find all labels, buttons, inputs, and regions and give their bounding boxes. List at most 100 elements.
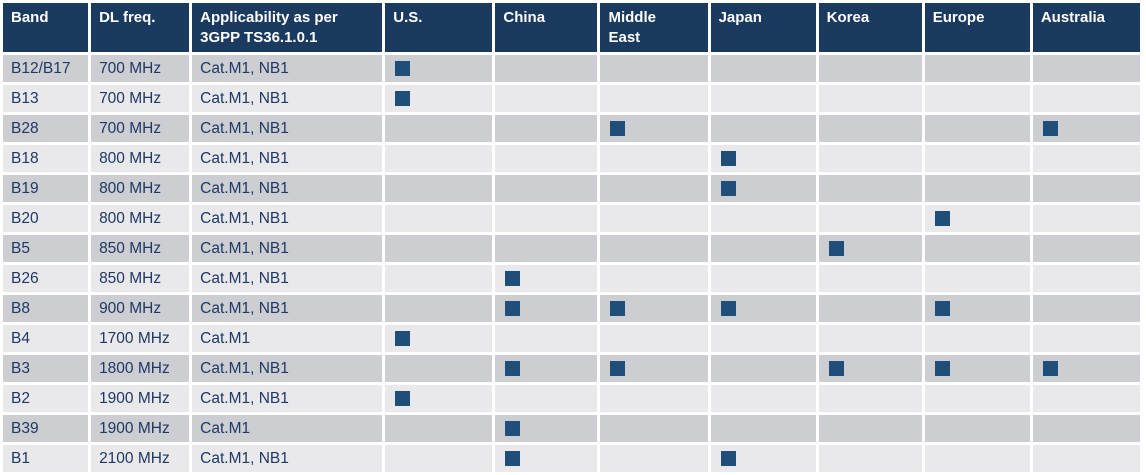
column-header-label: Europe [932,9,985,26]
region-cell-korea [818,85,922,112]
column-header-label: DL freq. [99,9,156,26]
region-cell-japan [710,175,816,202]
applicability-marker-icon [395,90,411,106]
region-cell-australia [1032,415,1140,442]
applicability-marker-icon [934,360,950,376]
region-cell-middle-east [600,85,708,112]
applicability-marker-icon [505,420,521,436]
dl-freq-cell: 800 MHz [91,145,190,172]
column-header-applicability: Applicability as per 3GPP TS36.1.0.1 [192,3,383,52]
region-cell-korea [818,445,922,472]
region-cell-japan [710,85,816,112]
region-cell-japan [710,445,816,472]
region-cell-china [495,385,598,412]
column-header-label: Australia [1040,9,1106,26]
dl-freq-cell: 850 MHz [91,265,190,292]
column-header-label: Applicability as per 3GPP TS36.1.0.1 [200,9,338,46]
column-header-europe: Europe [924,3,1030,52]
region-cell-middle-east [600,445,708,472]
region-cell-europe [924,205,1030,232]
column-header-japan: Japan [710,3,816,52]
dl-freq-cell: 900 MHz [91,295,190,322]
region-cell-middle-east [600,235,708,262]
band-cell: B5 [3,235,89,262]
table-row: B5 850 MHz Cat.M1, NB1 [3,235,1140,262]
region-cell-china [495,235,598,262]
region-cell-middle-east [600,385,708,412]
dl-freq-cell: 800 MHz [91,175,190,202]
region-cell-korea [818,145,922,172]
region-cell-korea [818,265,922,292]
applicability-marker-icon [505,300,521,316]
table-row: B4 1700 MHz Cat.M1 [3,325,1140,352]
applicability-marker-icon [610,300,626,316]
column-header-us: U.S. [385,3,493,52]
column-header-label: Japan [718,9,762,26]
region-cell-us [385,235,493,262]
region-cell-us [385,145,493,172]
region-cell-china [495,85,598,112]
region-cell-korea [818,355,922,382]
column-header-australia: Australia [1032,3,1140,52]
band-cell: B26 [3,265,89,292]
region-cell-china [495,175,598,202]
region-cell-china [495,325,598,352]
region-cell-us [385,205,493,232]
region-cell-middle-east [600,265,708,292]
region-cell-middle-east [600,205,708,232]
column-header-label: U.S. [393,9,423,26]
region-cell-japan [710,115,816,142]
region-cell-us [385,325,493,352]
region-cell-europe [924,355,1030,382]
region-cell-us [385,85,493,112]
dl-freq-cell: 700 MHz [91,115,190,142]
region-cell-japan [710,385,816,412]
region-cell-middle-east [600,295,708,322]
region-cell-middle-east [600,145,708,172]
column-header-label: Middle East [608,9,656,46]
applicability-marker-icon [395,330,411,346]
dl-freq-cell: 1800 MHz [91,355,190,382]
applicability-marker-icon [828,360,844,376]
column-header-korea: Korea [818,3,922,52]
region-cell-japan [710,235,816,262]
band-cell: B3 [3,355,89,382]
band-cell: B19 [3,175,89,202]
region-cell-japan [710,145,816,172]
applicability-marker-icon [1042,120,1058,136]
table-row: B12/B17 700 MHz Cat.M1, NB1 [3,55,1140,82]
band-cell: B1 [3,445,89,472]
region-cell-australia [1032,205,1140,232]
applicability-cell: Cat.M1, NB1 [192,175,383,202]
region-cell-korea [818,415,922,442]
region-cell-australia [1032,145,1140,172]
region-cell-middle-east [600,355,708,382]
applicability-cell: Cat.M1, NB1 [192,355,383,382]
dl-freq-cell: 800 MHz [91,205,190,232]
region-cell-korea [818,205,922,232]
dl-freq-cell: 1900 MHz [91,385,190,412]
region-cell-australia [1032,55,1140,82]
dl-freq-cell: 1900 MHz [91,415,190,442]
region-cell-europe [924,445,1030,472]
applicability-cell: Cat.M1, NB1 [192,145,383,172]
applicability-cell: Cat.M1 [192,415,383,442]
region-cell-australia [1032,325,1140,352]
region-cell-japan [710,355,816,382]
column-header-china: China [495,3,598,52]
column-header-label: Korea [826,9,870,26]
applicability-marker-icon [934,300,950,316]
region-cell-australia [1032,355,1140,382]
region-cell-us [385,385,493,412]
region-cell-china [495,55,598,82]
band-cell: B8 [3,295,89,322]
region-cell-china [495,265,598,292]
region-cell-australia [1032,235,1140,262]
table-row: B19 800 MHz Cat.M1, NB1 [3,175,1140,202]
region-cell-korea [818,295,922,322]
region-cell-us [385,265,493,292]
applicability-cell: Cat.M1, NB1 [192,55,383,82]
region-cell-europe [924,235,1030,262]
column-header-dl-freq: DL freq. [91,3,190,52]
